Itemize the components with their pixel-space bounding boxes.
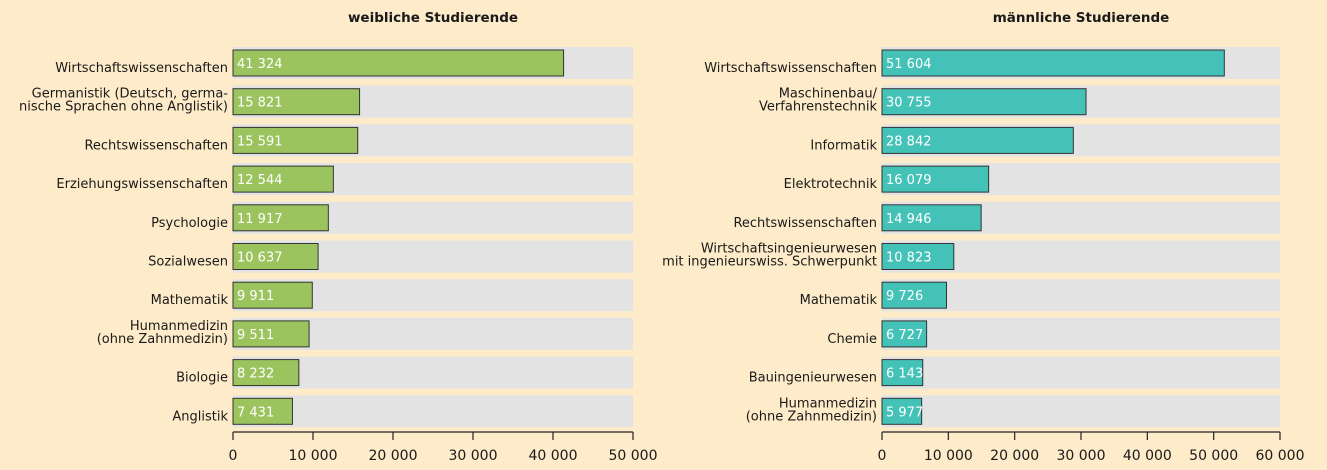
category-label: Germanistik (Deutsch, germa-nische Sprac…	[19, 87, 228, 115]
x-tick-label: 0	[878, 448, 887, 464]
category-label: Mathematik	[800, 293, 878, 308]
value-label: 16 079	[886, 173, 932, 188]
category-label: Wirtschaftswissenschaften	[55, 61, 228, 76]
x-tick-label: 0	[229, 448, 238, 464]
bar	[232, 204, 329, 232]
x-tick-label: 20 000	[990, 448, 1039, 464]
bar	[232, 320, 310, 348]
row-band	[882, 279, 1280, 312]
bar	[881, 281, 948, 309]
row-band	[233, 356, 633, 389]
x-tick-label: 60 000	[1256, 448, 1305, 464]
bar	[232, 243, 319, 270]
x-tick-label: 30 000	[449, 448, 498, 464]
bar	[232, 281, 313, 309]
bar	[881, 88, 1087, 116]
category-label: Chemie	[827, 332, 877, 347]
category-label: Mathematik	[151, 293, 229, 308]
value-label: 28 842	[886, 134, 932, 149]
category-label: Bauingenieurwesen	[749, 371, 877, 386]
row-band	[882, 356, 1280, 389]
x-tick-label: 50 000	[1189, 448, 1238, 464]
bar	[881, 359, 924, 387]
bar	[881, 204, 982, 232]
bar	[232, 49, 565, 77]
bar	[881, 320, 928, 348]
category-label: Maschinenbau/Verfahrenstechnik	[759, 87, 878, 115]
x-tick-label: 20 000	[369, 448, 418, 464]
chart-title: männliche Studierende	[993, 10, 1170, 26]
value-label: 10 637	[237, 251, 283, 266]
value-label: 6 727	[886, 328, 923, 343]
value-label: 8 232	[237, 367, 274, 382]
value-label: 14 946	[886, 212, 932, 227]
value-label: 10 823	[886, 251, 932, 266]
category-label: Rechtswissenschaften	[84, 138, 228, 153]
category-label: Humanmedizin (ohne Zahnmedizin)	[97, 319, 228, 347]
category-label: Rechtswissenschaften	[733, 216, 877, 231]
bar	[232, 165, 334, 193]
bar	[881, 397, 923, 425]
value-label: 12 544	[237, 173, 283, 188]
category-label: Anglistik	[172, 409, 228, 424]
x-tick-label: 40 000	[1123, 448, 1172, 464]
bar	[881, 126, 1074, 154]
value-label: 51 604	[886, 57, 932, 72]
category-label: Wirtschaftswissenschaften	[704, 61, 877, 76]
category-label: Informatik	[810, 138, 877, 153]
value-label: 11 917	[237, 212, 283, 227]
value-label: 15 591	[237, 134, 283, 149]
bar	[232, 126, 359, 154]
value-label: 15 821	[237, 96, 283, 111]
bar	[232, 359, 300, 387]
bar	[881, 243, 955, 270]
category-label: Wirtschaftsingenieurwesen mit ingenieursw…	[662, 242, 877, 270]
category-label: Erziehungswissenschaften	[56, 177, 228, 192]
value-label: 5 977	[886, 405, 923, 420]
row-band	[882, 317, 1280, 350]
category-label: Psychologie	[151, 216, 228, 231]
x-tick-label: 30 000	[1057, 448, 1106, 464]
value-label: 9 911	[237, 289, 274, 304]
value-label: 7 431	[237, 405, 274, 420]
value-label: 41 324	[237, 57, 283, 72]
category-label: Elektrotechnik	[784, 177, 878, 192]
row-band	[882, 395, 1280, 428]
value-label: 6 143	[886, 367, 923, 382]
category-label: Biologie	[176, 371, 228, 386]
value-label: 9 726	[886, 289, 923, 304]
bar	[232, 88, 361, 116]
x-tick-label: 40 000	[529, 448, 578, 464]
row-band	[233, 395, 633, 428]
x-tick-label: 50 000	[609, 448, 658, 464]
category-label: Humanmedizin (ohne Zahnmedizin)	[746, 396, 877, 424]
chart-title: weibliche Studierende	[348, 10, 518, 26]
bar	[881, 165, 990, 193]
category-label: Sozialwesen	[148, 255, 228, 270]
x-tick-label: 10 000	[289, 448, 338, 464]
x-tick-label: 10 000	[924, 448, 973, 464]
bar	[881, 49, 1225, 77]
value-label: 9 511	[237, 328, 274, 343]
value-label: 30 755	[886, 96, 932, 111]
bar	[232, 397, 293, 425]
